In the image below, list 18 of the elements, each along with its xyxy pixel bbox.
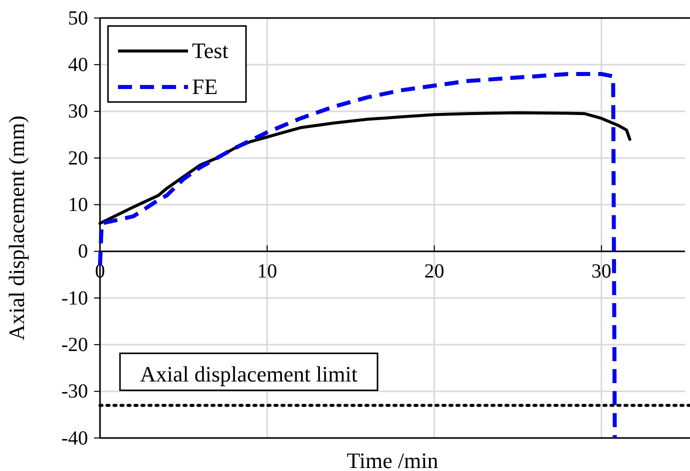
y-tick-label: -30 <box>61 380 88 403</box>
x-tick-label: 30 <box>591 260 612 283</box>
x-axis-title: Time /min <box>346 448 438 471</box>
y-tick-label: -20 <box>61 334 88 356</box>
y-axis-title: Axial displacement (mm) <box>4 116 29 340</box>
y-tick-label: 30 <box>68 100 88 123</box>
y-tick-label: 50 <box>68 7 88 30</box>
y-tick-label: 0 <box>78 240 88 263</box>
y-tick-label: -40 <box>61 427 88 450</box>
x-tick-label: 10 <box>257 260 278 283</box>
y-tick-label: 20 <box>68 147 88 170</box>
legend-label: FE <box>192 74 218 99</box>
y-tick-label: -10 <box>61 287 88 310</box>
y-tick-label: 10 <box>68 194 88 216</box>
x-tick-label: 20 <box>424 260 444 283</box>
legend-label: Test <box>192 38 228 63</box>
ref-line-label: Axial displacement limit <box>140 361 358 386</box>
y-tick-label: 40 <box>68 54 88 76</box>
